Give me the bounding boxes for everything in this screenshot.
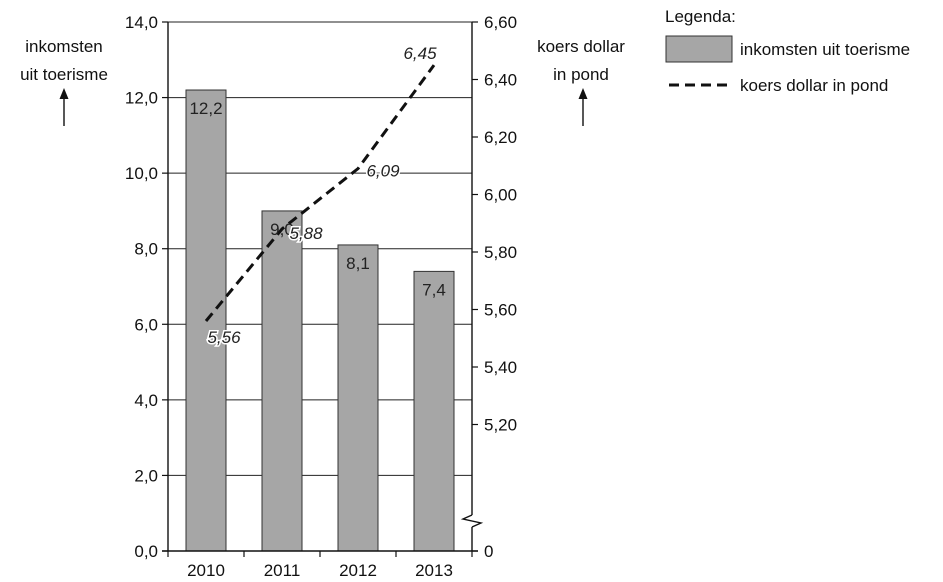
bar-value-label: 8,1 xyxy=(346,254,370,273)
legend-bar-swatch xyxy=(665,35,733,63)
bars xyxy=(185,89,455,552)
x-axis-category-label: 2011 xyxy=(264,561,301,580)
legend-item-line: koers dollar in pond xyxy=(740,76,888,95)
bar xyxy=(413,270,455,552)
labels: 12,2 9,0 8,1 7,4 5,56 5,88 6,09 6,45 xyxy=(189,43,446,349)
line-value-label: 6,45 xyxy=(403,44,437,63)
right-axis-tick-label: 5,40 xyxy=(484,358,517,377)
right-axis-tick-label: 5,60 xyxy=(484,301,517,320)
axes: 0,0 2,0 4,0 6,0 8,0 10,0 12,0 14,0 0 5,20 5,40 5,60… xyxy=(125,13,517,580)
bar-value-label: 12,2 xyxy=(189,99,222,118)
bar-value-label: 7,4 xyxy=(422,280,446,299)
left-axis-tick-label: 6,0 xyxy=(134,315,158,334)
left-axis-tick-label: 14,0 xyxy=(125,13,158,32)
right-axis-tick-label: 6,20 xyxy=(484,128,517,147)
exchange-rate-polyline xyxy=(204,64,436,322)
right-axis-title-line1: koers dollar xyxy=(537,37,625,56)
legend-title: Legenda: xyxy=(665,7,736,26)
exchange-rate-line xyxy=(204,64,436,322)
right-axis-tick-label: 6,00 xyxy=(484,186,517,205)
legend-item-bars: inkomsten uit toerisme xyxy=(740,40,910,59)
left-axis-title-line1: inkomsten xyxy=(25,37,102,56)
line-value-label: 6,09 xyxy=(366,162,400,181)
right-axis-tick-label: 5,20 xyxy=(484,416,517,435)
left-axis-tick-label: 2,0 xyxy=(134,466,158,485)
right-axis-tick-label: 5,80 xyxy=(484,243,517,262)
legend: Legenda: inkomsten uit toerisme koers do… xyxy=(665,7,910,95)
axis-break-icon xyxy=(460,514,484,528)
x-axis-category-label: 2013 xyxy=(415,561,453,580)
left-axis-title-line2: uit toerisme xyxy=(20,65,108,84)
x-axis-category-label: 2012 xyxy=(339,561,377,580)
left-axis-tick-label: 4,0 xyxy=(134,391,158,410)
left-axis-tick-label: 12,0 xyxy=(125,89,158,108)
left-axis-up-arrow-icon xyxy=(59,88,69,126)
left-axis-tick-label: 10,0 xyxy=(125,164,158,183)
right-axis-up-arrow-icon xyxy=(578,88,588,126)
bar-value-label: 9,0 xyxy=(270,220,294,239)
bar xyxy=(337,244,379,552)
line-value-label: 5,88 xyxy=(289,224,323,243)
right-axis-title-line2: in pond xyxy=(553,65,609,84)
right-axis-tick-label: 6,40 xyxy=(484,71,517,90)
line-value-label: 5,56 xyxy=(207,328,241,347)
right-axis-tick-label: 0 xyxy=(484,542,493,561)
left-axis-tick-label: 8,0 xyxy=(134,240,158,259)
bar xyxy=(261,210,303,552)
left-axis-tick-label: 0,0 xyxy=(134,542,158,561)
x-axis-category-label: 2010 xyxy=(187,561,225,580)
right-axis-tick-label: 6,60 xyxy=(484,13,517,32)
